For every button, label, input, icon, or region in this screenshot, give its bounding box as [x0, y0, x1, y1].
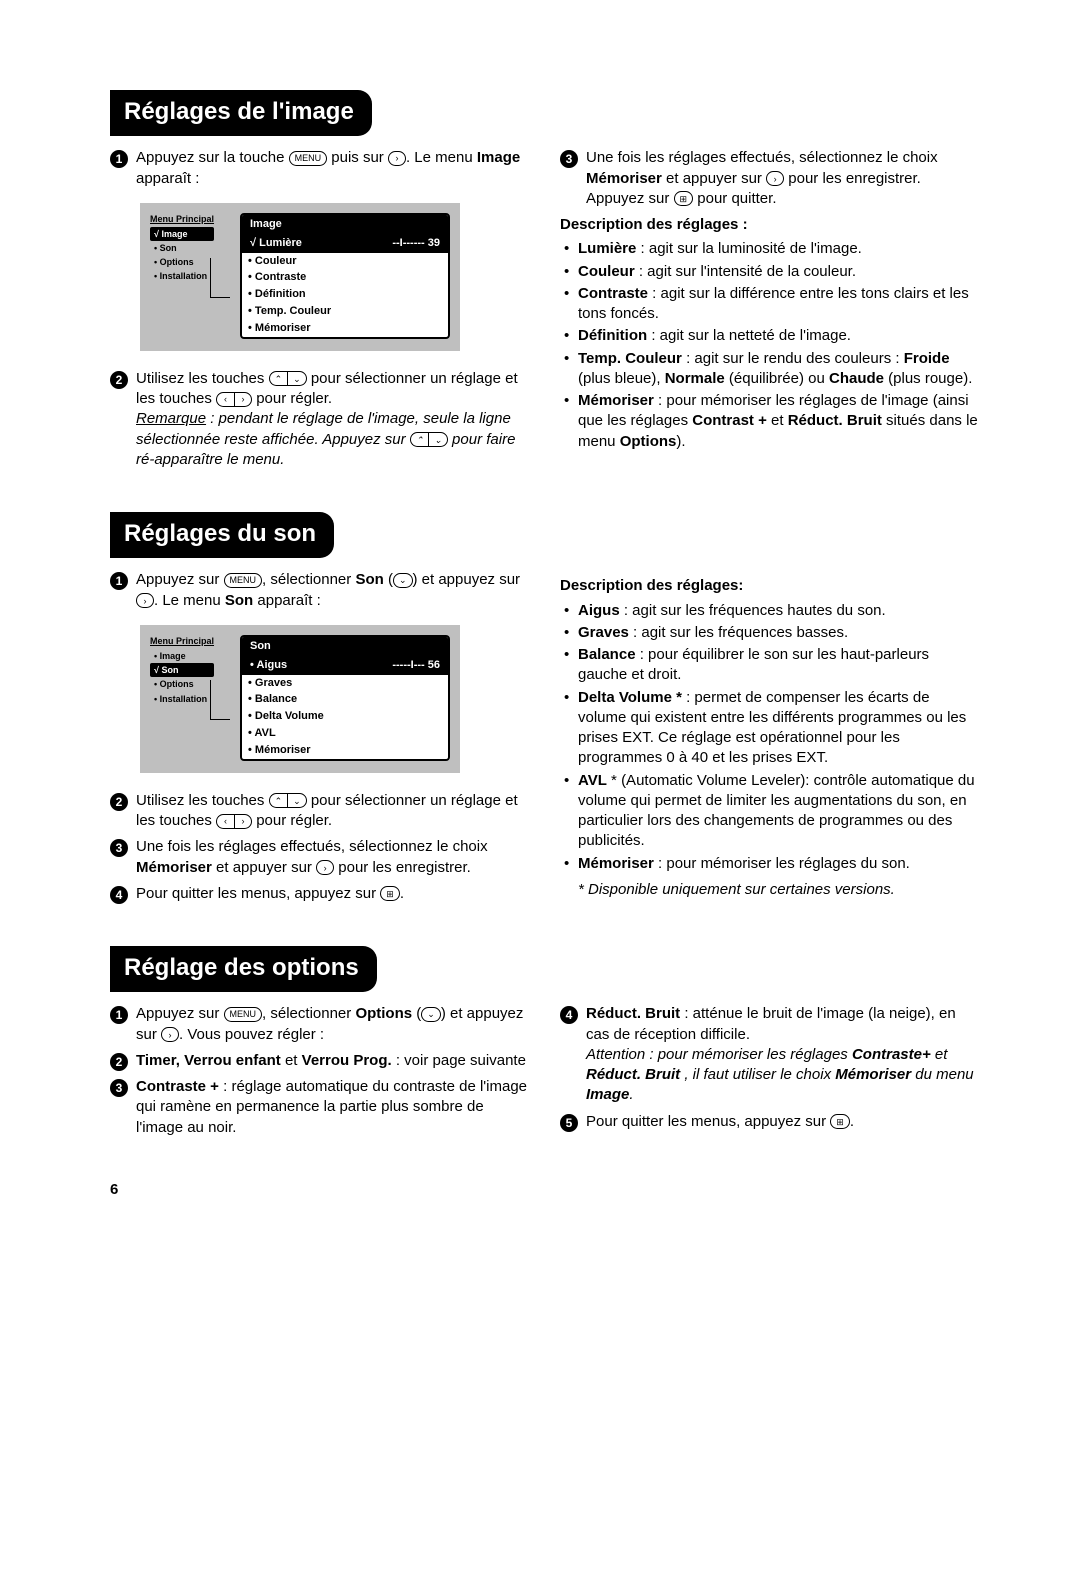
- step2-options: Timer, Verrou enfant et Verrou Prog. : v…: [136, 1051, 530, 1071]
- footnote-sound: * Disponible uniquement sur certaines ve…: [560, 880, 980, 900]
- section-sound: Réglages du son 1 Appuyez sur MENU, séle…: [110, 512, 980, 910]
- step-number: 1: [110, 572, 128, 590]
- left-arrow-icon: ‹: [216, 392, 234, 407]
- section-image: Réglages de l'image 1 Appuyez sur la tou…: [110, 90, 980, 476]
- down-arrow-icon: ⌄: [287, 371, 307, 386]
- desc-title-image: Description des réglages :: [560, 215, 980, 235]
- step-number: 1: [110, 150, 128, 168]
- step1-options: Appuyez sur MENU, sélectionner Options (…: [136, 1004, 530, 1045]
- title-sound: Réglages du son: [110, 512, 334, 558]
- right-arrow-icon: ›: [388, 151, 406, 166]
- right-arrow-icon: ›: [136, 593, 154, 608]
- down-arrow-icon: ⌄: [428, 432, 448, 447]
- section-options: Réglage des options 1 Appuyez sur MENU, …: [110, 946, 980, 1144]
- exit-icon: ⊞: [674, 191, 694, 206]
- step-number: 4: [110, 886, 128, 904]
- step4-sound: Pour quitter les menus, appuyez sur ⊞.: [136, 884, 530, 904]
- step1-sound: Appuyez sur MENU, sélectionner Son (⌄) e…: [136, 570, 530, 611]
- right-arrow-icon: ›: [161, 1027, 179, 1042]
- step3-sound: Une fois les réglages effectués, sélecti…: [136, 837, 530, 878]
- title-options: Réglage des options: [110, 946, 377, 992]
- page-number: 6: [110, 1180, 980, 1200]
- desc-title-sound: Description des réglages:: [560, 576, 980, 596]
- desc-list-image: Lumière : agit sur la luminosité de l'im…: [560, 239, 980, 452]
- step2-image: Utilisez les touches ⌃⌄ pour sélectionne…: [136, 369, 530, 470]
- title-image: Réglages de l'image: [110, 90, 372, 136]
- right-arrow-icon: ›: [316, 860, 334, 875]
- menu-screenshot-image: Menu Principal Image Son Options Install…: [140, 203, 460, 351]
- right-arrow-icon: ›: [234, 814, 252, 829]
- right-arrow-icon: ›: [234, 392, 252, 407]
- up-arrow-icon: ⌃: [269, 793, 288, 808]
- menu-button-icon: MENU: [289, 151, 328, 166]
- down-arrow-icon: ⌄: [287, 793, 307, 808]
- step3-image: Une fois les réglages effectués, sélecti…: [586, 148, 980, 209]
- menu-button-icon: MENU: [224, 573, 263, 588]
- menu-button-icon: MENU: [224, 1007, 263, 1022]
- down-arrow-icon: ⌄: [421, 1007, 441, 1022]
- step4-options: Réduct. Bruit : atténue le bruit de l'im…: [586, 1004, 980, 1105]
- step5-options: Pour quitter les menus, appuyez sur ⊞.: [586, 1112, 980, 1132]
- step3-options: Contraste + : réglage automatique du con…: [136, 1077, 530, 1138]
- menu-screenshot-sound: Menu Principal Image Son Options Install…: [140, 625, 460, 773]
- up-arrow-icon: ⌃: [410, 432, 429, 447]
- right-arrow-icon: ›: [766, 171, 784, 186]
- step2-sound: Utilisez les touches ⌃⌄ pour sélectionne…: [136, 791, 530, 832]
- up-arrow-icon: ⌃: [269, 371, 288, 386]
- step-number: 3: [110, 1079, 128, 1097]
- step-number: 2: [110, 371, 128, 389]
- step-number: 3: [110, 839, 128, 857]
- step-number: 1: [110, 1006, 128, 1024]
- left-arrow-icon: ‹: [216, 814, 234, 829]
- step-number: 4: [560, 1006, 578, 1024]
- step-number: 3: [560, 150, 578, 168]
- exit-icon: ⊞: [830, 1114, 850, 1129]
- step-number: 5: [560, 1114, 578, 1132]
- desc-list-sound: Aigus : agit sur les fréquences hautes d…: [560, 601, 980, 874]
- step1-image: Appuyez sur la touche MENU puis sur ›. L…: [136, 148, 530, 189]
- exit-icon: ⊞: [380, 886, 400, 901]
- step-number: 2: [110, 1053, 128, 1071]
- step-number: 2: [110, 793, 128, 811]
- down-arrow-icon: ⌄: [393, 573, 413, 588]
